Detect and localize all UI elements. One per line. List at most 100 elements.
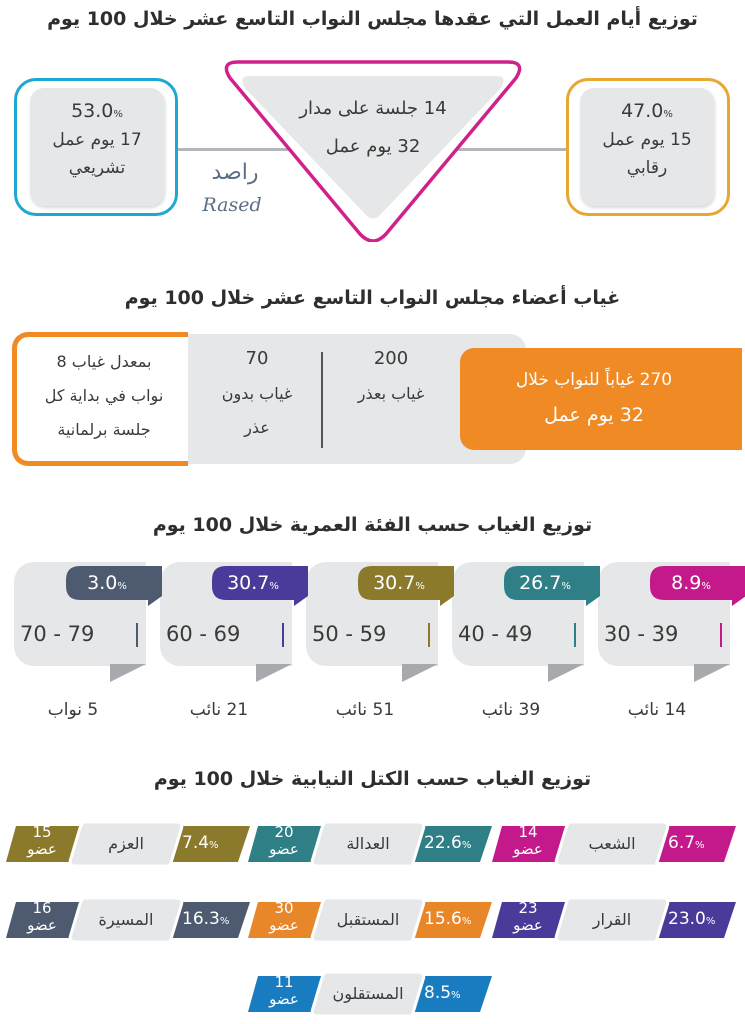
bloc-percent-value: 6.7 [668,833,696,853]
bloc-percent-value: 15.6 [424,909,462,929]
percent-sign: % [219,916,230,927]
bloc-members: 15 عضو [12,824,72,858]
age-count: 51 نائب [335,700,395,720]
bloc-members: 14 عضو [498,824,558,858]
bloc-name: القرار [592,910,632,929]
age-percent-tag [212,566,308,606]
age-percent: 26.7% [504,572,586,594]
absence-total-line2: 32 يوم عمل [544,404,644,426]
bloc-members-word: عضو [27,840,57,858]
bloc-ribbon [248,822,492,866]
section2-title: غياب أعضاء مجلس النواب التاسع عشر خلال 1… [124,287,621,309]
bloc-members-word: عضو [27,916,57,934]
age-range: 60 - 69 [166,622,241,646]
percent-sign: % [695,840,705,851]
oversight-box [566,78,730,216]
bloc-members-count: 20 [274,823,294,841]
oversight-type: رقابي [626,158,668,178]
bloc-percent: 6.7% [668,833,705,853]
age-bar [282,623,284,647]
unexcused-label-line2: عذر [244,418,270,437]
age-card-corner [694,664,730,682]
age-percent: 3.0% [66,572,148,594]
bloc-ribbon [6,898,250,942]
absence-total-line1: 270 غياباً للنواب خلال [515,370,673,390]
bloc-members-word: عضو [269,990,299,1008]
percent-sign: % [561,581,571,592]
section4-title: توزيع الغياب حسب الكتل النيابية خلال 100… [153,768,592,790]
bloc-members-word: عضو [513,916,543,934]
legislative-days: 17 يوم عمل [52,130,142,150]
bloc-members: 16 عضو [12,900,72,934]
legislative-card: 53.0% 17 يوم عمل تشريعي [30,88,164,206]
average-line1: بمعدل غياب 8 [56,352,152,371]
bloc-members-word: عضو [269,916,299,934]
age-range: 70 - 79 [20,622,95,646]
bloc-name: المسيرة [98,910,154,929]
oversight-card: 47.0% 15 يوم عمل رقابي [580,88,714,206]
age-bar [720,623,722,647]
age-percent-value: 3.0 [87,572,118,594]
bloc-ribbon [6,822,250,866]
bloc-members: 30 عضو [254,900,314,934]
excused-number: 200 [373,348,409,369]
bloc-percent-value: 23.0 [668,909,706,929]
age-bar [574,623,576,647]
bloc-percent: 23.0% [668,909,715,929]
bloc-members-word: عضو [269,840,299,858]
unexcused-number: 70 [245,348,269,369]
age-count: 39 نائب [481,700,541,720]
age-card-corner [110,664,146,682]
bloc-name: المستقلون [332,984,404,1003]
bloc-members-count: 16 [32,899,52,917]
percent-sign: % [415,581,425,592]
bloc-name: المستقبل [336,910,400,929]
bloc-ribbon [492,822,736,866]
bloc-name: العزم [108,834,144,853]
bloc-members-word: عضو [513,840,543,858]
bloc-name: العدالة [346,834,390,853]
percent-sign: % [269,581,279,592]
age-percent: 8.9% [650,572,732,594]
age-card-corner [256,664,292,682]
age-range: 30 - 39 [604,622,679,646]
age-card-corner [402,664,438,682]
bloc-percent-value: 8.5 [424,983,452,1003]
average-box [12,332,188,466]
bloc-ribbon [248,898,492,942]
average-line2: نواب في بداية كل [44,386,164,405]
percent-sign: % [117,581,127,592]
percent-sign: % [705,916,716,927]
bloc-percent: 22.6% [424,833,471,853]
legislative-type: تشريعي [68,158,126,178]
bloc-members-count: 23 [518,899,538,917]
legislative-box [14,78,178,216]
average-line3: جلسة برلمانية [57,420,151,439]
age-bar [136,623,138,647]
age-count: 5 نواب [47,700,99,720]
oversight-percent: 47.0% [621,100,673,122]
bloc-name: الشعب [588,834,636,853]
age-percent-value: 30.7 [227,572,270,594]
age-percent-tag [504,566,600,606]
age-count: 14 نائب [627,700,687,720]
bloc-members: 11 عضو [254,974,314,1008]
age-range: 40 - 49 [458,622,533,646]
bloc-ribbon [248,972,492,1016]
age-percent-value: 26.7 [519,572,562,594]
age-count: 21 نائب [189,700,249,720]
absence-total-box [460,348,742,450]
bloc-members-count: 15 [32,823,52,841]
section3-title: توزيع الغياب حسب الفئة العمرية خلال 100 … [152,514,593,536]
percent-sign: % [209,840,219,851]
legislative-percent: 53.0% [71,100,123,122]
bloc-percent: 7.4% [182,833,219,853]
percent-sign: % [461,916,472,927]
bloc-percent-value: 7.4 [182,833,210,853]
percent-sign: % [701,581,711,592]
bloc-members: 23 عضو [498,900,558,934]
bloc-percent-value: 16.3 [182,909,220,929]
age-percent-value: 8.9 [671,572,702,594]
percent-sign: % [451,990,461,1001]
bloc-percent: 15.6% [424,909,471,929]
